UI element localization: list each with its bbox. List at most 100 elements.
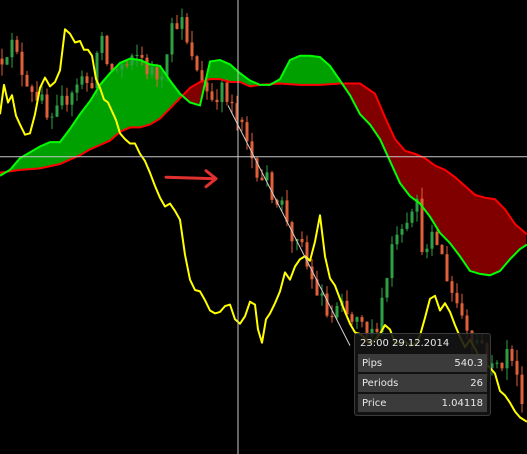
candle-down (455, 292, 459, 304)
tooltip-value: 540.3 (454, 357, 483, 369)
candle-down (310, 266, 314, 280)
candle-up (400, 228, 404, 235)
candle-down (360, 317, 364, 322)
candle-up (10, 39, 14, 58)
candle-down (0, 58, 4, 65)
candle-up (60, 95, 64, 106)
arrow-right-icon (164, 175, 218, 181)
candle-down (140, 55, 144, 58)
candle-up (5, 57, 9, 65)
candle-down (200, 70, 204, 83)
candle-down (105, 35, 109, 64)
tooltip-label: Pips (362, 357, 383, 369)
candle-down (270, 172, 274, 200)
candle-up (55, 105, 59, 117)
candle-up (160, 76, 164, 80)
measure-tooltip: 23:00 29.12.2014 Pips 540.3 Periods 26 P… (354, 333, 491, 416)
candle-up (165, 54, 169, 77)
candle-up (220, 82, 224, 102)
candle-down (350, 314, 354, 322)
senkou-span-b-line (0, 78, 527, 236)
candle-up (280, 200, 284, 205)
tooltip-value: 1.04118 (441, 397, 483, 409)
candle-down (240, 119, 244, 123)
candle-up (405, 222, 409, 229)
cloud-bearish-segment (342, 83, 526, 276)
candle-up (320, 293, 324, 296)
candle-up (135, 55, 139, 56)
candle-up (490, 363, 494, 369)
candle-up (355, 317, 359, 322)
candle-down (235, 103, 239, 120)
candle-down (440, 244, 444, 255)
candle-down (375, 328, 379, 333)
candle-down (110, 64, 114, 71)
candle-up (120, 64, 124, 70)
candle-up (370, 328, 374, 337)
candle-up (505, 349, 509, 369)
candle-down (35, 91, 39, 101)
candle-down (330, 315, 334, 318)
candle-down (20, 51, 24, 75)
cloud-bullish-segment (270, 55, 342, 85)
candle-up (40, 94, 44, 101)
candle-up (100, 35, 104, 53)
candle-up (395, 234, 399, 245)
candle-down (145, 57, 149, 75)
candle-down (460, 303, 464, 316)
candle-down (255, 158, 259, 178)
candle-up (130, 55, 134, 65)
tooltip-row-price: Price 1.04118 (358, 394, 487, 412)
cloud-bullish-segment (6, 58, 182, 173)
tenkan-sen-line (0, 28, 527, 423)
candle-down (30, 86, 34, 92)
candle-down (65, 95, 69, 105)
tooltip-label: Price (362, 397, 387, 409)
tooltip-value: 26 (470, 377, 483, 389)
candle-down (205, 82, 209, 92)
candle-down (215, 99, 219, 103)
candle-up (150, 67, 154, 75)
candle-down (155, 67, 159, 80)
candle-up (70, 92, 74, 105)
tooltip-rows: Pips 540.3 Periods 26 Price 1.04118 (358, 354, 487, 412)
candle-down (245, 122, 249, 142)
candle-down (305, 242, 309, 267)
candle-down (420, 198, 424, 253)
candle-up (170, 23, 174, 55)
candle-down (500, 362, 504, 369)
candle-down (285, 200, 289, 223)
candle-up (410, 211, 414, 223)
tooltip-label: Periods (362, 377, 399, 389)
candle-up (50, 116, 54, 118)
candle-up (115, 69, 119, 71)
tooltip-row-pips: Pips 540.3 (358, 354, 487, 372)
candle-up (425, 248, 429, 253)
tooltip-row-periods: Periods 26 (358, 374, 487, 392)
candle-up (415, 198, 419, 212)
candle-up (295, 239, 299, 242)
candle-down (435, 231, 439, 245)
candle-down (520, 374, 524, 404)
candle-down (345, 300, 349, 315)
candle-up (495, 362, 499, 364)
candle-up (95, 52, 99, 89)
candle-up (385, 278, 389, 298)
candle-down (300, 239, 304, 243)
candle-down (185, 17, 189, 43)
candle-down (365, 321, 369, 337)
candle-up (335, 305, 339, 318)
candle-down (90, 83, 94, 89)
candle-down (225, 82, 229, 102)
candle-down (515, 360, 519, 375)
candle-down (195, 56, 199, 71)
candle-down (175, 23, 179, 29)
candle-up (75, 84, 79, 93)
candle-up (430, 231, 434, 249)
candle-down (190, 42, 194, 57)
candle-down (450, 281, 454, 293)
arrow-head (204, 169, 218, 189)
candle-up (265, 172, 269, 181)
